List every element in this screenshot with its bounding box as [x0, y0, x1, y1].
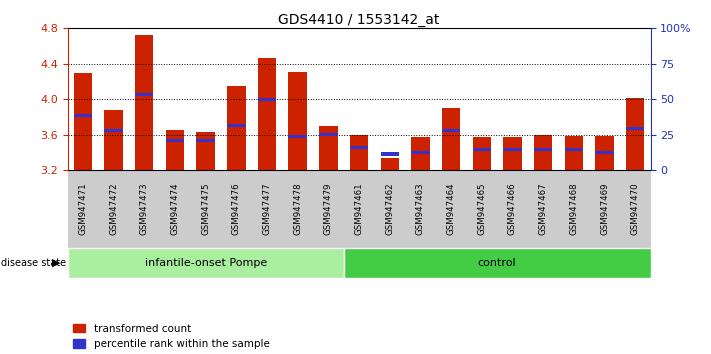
- Bar: [319, 126, 338, 170]
- Bar: [135, 93, 154, 96]
- Bar: [105, 129, 123, 132]
- Text: GSM947464: GSM947464: [447, 183, 456, 235]
- Text: GSM947466: GSM947466: [508, 183, 517, 235]
- Bar: [227, 86, 245, 170]
- Text: disease state: disease state: [1, 258, 66, 268]
- Text: GSM947467: GSM947467: [539, 183, 547, 235]
- Bar: [503, 137, 522, 170]
- Bar: [595, 151, 614, 154]
- Text: control: control: [478, 258, 516, 268]
- Bar: [350, 135, 368, 170]
- Bar: [626, 98, 644, 170]
- Bar: [534, 148, 552, 151]
- Bar: [74, 73, 92, 170]
- Text: GSM947474: GSM947474: [171, 183, 179, 235]
- Bar: [380, 159, 399, 170]
- Bar: [473, 148, 491, 151]
- Bar: [626, 127, 644, 130]
- Text: GSM947471: GSM947471: [78, 183, 87, 235]
- Text: GSM947472: GSM947472: [109, 183, 118, 235]
- Text: GSM947465: GSM947465: [477, 183, 486, 235]
- Bar: [166, 130, 184, 170]
- Bar: [319, 133, 338, 136]
- Text: GSM947461: GSM947461: [355, 183, 363, 235]
- Text: GSM947462: GSM947462: [385, 183, 394, 235]
- Bar: [380, 153, 399, 155]
- Bar: [411, 137, 429, 170]
- Text: infantile-onset Pompe: infantile-onset Pompe: [144, 258, 267, 268]
- Bar: [595, 136, 614, 170]
- Bar: [196, 139, 215, 142]
- Text: GSM947468: GSM947468: [570, 183, 578, 235]
- Bar: [565, 136, 583, 170]
- Text: GSM947473: GSM947473: [140, 183, 149, 235]
- Bar: [534, 135, 552, 170]
- Bar: [227, 124, 245, 127]
- Bar: [166, 139, 184, 142]
- Bar: [258, 98, 276, 101]
- Legend: transformed count, percentile rank within the sample: transformed count, percentile rank withi…: [73, 324, 269, 349]
- Text: GSM947479: GSM947479: [324, 183, 333, 235]
- Bar: [442, 129, 460, 132]
- Bar: [565, 148, 583, 151]
- Bar: [74, 114, 92, 116]
- Text: GSM947469: GSM947469: [600, 183, 609, 235]
- Text: ▶: ▶: [52, 258, 60, 268]
- Bar: [105, 110, 123, 170]
- Text: GSM947470: GSM947470: [631, 183, 640, 235]
- Bar: [350, 146, 368, 149]
- Text: GSM947478: GSM947478: [293, 183, 302, 235]
- Text: GSM947463: GSM947463: [416, 183, 425, 235]
- Bar: [196, 132, 215, 170]
- Text: GSM947475: GSM947475: [201, 183, 210, 235]
- Bar: [503, 148, 522, 151]
- Bar: [135, 34, 154, 170]
- Bar: [411, 151, 429, 154]
- Title: GDS4410 / 1553142_at: GDS4410 / 1553142_at: [279, 13, 439, 27]
- Bar: [289, 135, 307, 138]
- Bar: [258, 58, 276, 170]
- Bar: [442, 108, 460, 170]
- Text: GSM947477: GSM947477: [262, 183, 272, 235]
- Bar: [473, 137, 491, 170]
- Text: GSM947476: GSM947476: [232, 183, 241, 235]
- Bar: [289, 72, 307, 170]
